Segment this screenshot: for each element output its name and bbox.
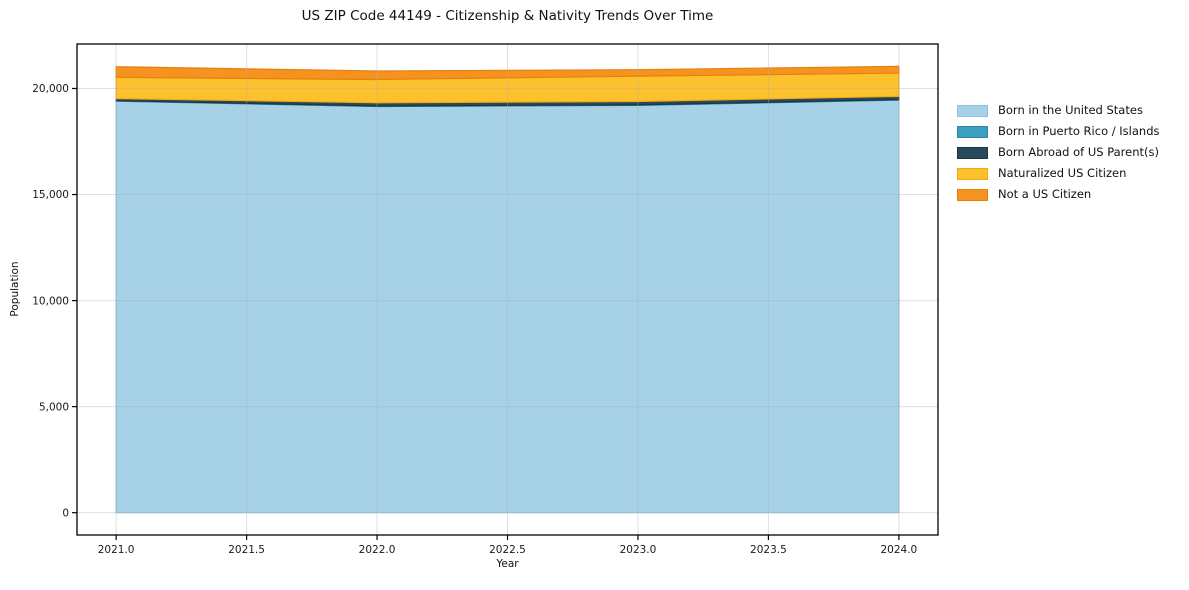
legend-swatch-icon (957, 188, 988, 201)
x-tick-label: 2022.5 (489, 544, 526, 556)
legend-item-born-abroad-of-us-parent-s: Born Abroad of US Parent(s) (957, 145, 1160, 160)
legend-item-born-in-the-united-states: Born in the United States (957, 103, 1160, 118)
legend-item-naturalized-us-citizen: Naturalized US Citizen (957, 166, 1160, 181)
legend-label: Born Abroad of US Parent(s) (998, 145, 1159, 159)
legend-swatch-icon (957, 167, 988, 180)
area-not-a-us-citizen (115, 65, 900, 81)
x-axis-label: Year (496, 558, 519, 570)
legend-swatch-icon (957, 146, 988, 159)
x-tick-label: 2021.0 (98, 544, 135, 556)
y-tick-label: 0 (62, 507, 69, 519)
y-tick-label: 20,000 (32, 83, 69, 95)
legend-label: Not a US Citizen (998, 187, 1092, 201)
legend: Born in the United States Born in Puerto … (957, 103, 1160, 202)
legend-label: Naturalized US Citizen (998, 166, 1127, 180)
legend-label: Born in Puerto Rico / Islands (998, 124, 1160, 138)
y-tick-label: 5,000 (39, 401, 69, 413)
y-tick-label: 10,000 (32, 295, 69, 307)
x-tick-label: 2023.5 (750, 544, 787, 556)
x-tick-label: 2023.0 (620, 544, 657, 556)
legend-label: Born in the United States (998, 103, 1143, 117)
legend-item-born-in-puerto-rico-islands: Born in Puerto Rico / Islands (957, 124, 1160, 139)
y-tick-label: 15,000 (32, 189, 69, 201)
chart-title: US ZIP Code 44149 - Citizenship & Nativi… (301, 8, 714, 24)
x-tick-label: 2021.5 (228, 544, 265, 556)
x-tick-label: 2024.0 (880, 544, 917, 556)
x-tick-label: 2022.0 (359, 544, 396, 556)
legend-swatch-icon (957, 104, 988, 117)
legend-swatch-icon (957, 125, 988, 138)
legend-item-not-a-us-citizen: Not a US Citizen (957, 187, 1160, 202)
